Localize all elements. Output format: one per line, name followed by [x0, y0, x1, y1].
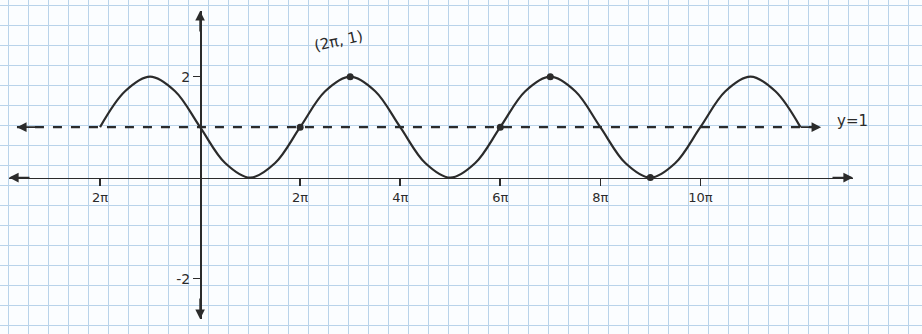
svg-text:8π: 8π: [592, 190, 608, 205]
svg-text:(2π, 1): (2π, 1): [313, 27, 365, 55]
svg-text:4π: 4π: [392, 190, 408, 205]
svg-text:10π: 10π: [688, 190, 713, 205]
svg-text:2: 2: [181, 69, 190, 85]
svg-text:-2: -2: [176, 271, 190, 287]
svg-text:2π: 2π: [92, 190, 108, 205]
svg-text:6π: 6π: [492, 190, 508, 205]
svg-text:2π: 2π: [292, 190, 308, 205]
svg-text:y=1: y=1: [837, 112, 868, 130]
